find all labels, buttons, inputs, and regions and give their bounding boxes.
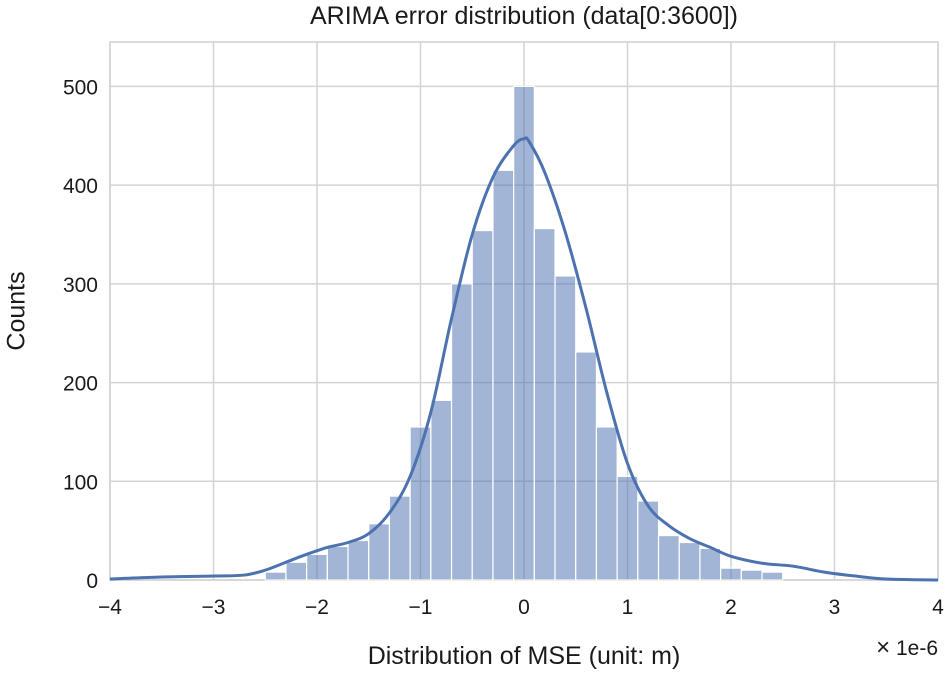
histogram-bar — [492, 169, 515, 581]
x-tick-label: −4 — [98, 596, 122, 619]
histogram-bar — [720, 567, 742, 581]
histogram-bar — [347, 539, 370, 581]
y-tick-label: 400 — [63, 175, 98, 198]
histogram-bar — [450, 283, 473, 581]
x-tick-label: 2 — [725, 596, 737, 619]
kde-line — [109, 136, 939, 582]
histogram-bar — [430, 399, 453, 581]
histogram-bar — [554, 275, 577, 581]
y-tick-label: 200 — [63, 373, 98, 396]
histogram-bar — [699, 547, 722, 581]
histogram-bar — [595, 426, 618, 581]
x-tick-label: 1 — [622, 596, 634, 619]
x-tick-label: −3 — [202, 596, 226, 619]
histogram-bar — [678, 541, 701, 581]
x-axis-label: Distribution of MSE (unit: m) — [367, 642, 681, 670]
x-axis-offset-symbol: × — [876, 634, 891, 661]
histogram-bar — [471, 229, 494, 581]
histogram-bar — [533, 227, 556, 581]
x-tick-label: 0 — [518, 596, 530, 619]
tick-labels: −4 −3 −2 −1 0 1 2 3 4 0 100 200 300 400 500 — [63, 76, 944, 619]
x-axis-offset-label: 1e-6 — [895, 637, 938, 660]
histogram-bar — [264, 571, 287, 581]
y-axis-label: Counts — [2, 271, 31, 351]
x-tick-label: 3 — [829, 596, 841, 619]
histogram-bar — [740, 569, 763, 581]
histogram-bar — [513, 85, 535, 581]
chart-title: ARIMA error distribution (data[0:3600]) — [310, 2, 738, 30]
histogram-bar — [657, 534, 680, 581]
histogram-bar — [285, 561, 308, 581]
y-tick-label: 0 — [86, 570, 98, 593]
histogram-bar — [575, 351, 598, 581]
histogram-bar — [326, 545, 349, 581]
histogram-bars — [264, 85, 784, 581]
x-tick-label: 4 — [932, 596, 944, 619]
y-tick-label: 100 — [63, 471, 98, 494]
x-tick-label: −1 — [409, 596, 433, 619]
histogram-bar — [306, 553, 328, 581]
histogram-bar — [761, 571, 784, 581]
x-tick-label: −2 — [305, 596, 329, 619]
x-axis-offset: × 1e-6 — [876, 634, 938, 662]
y-tick-label: 300 — [63, 274, 98, 297]
y-tick-label: 500 — [63, 76, 98, 99]
histogram-bar — [616, 475, 639, 581]
